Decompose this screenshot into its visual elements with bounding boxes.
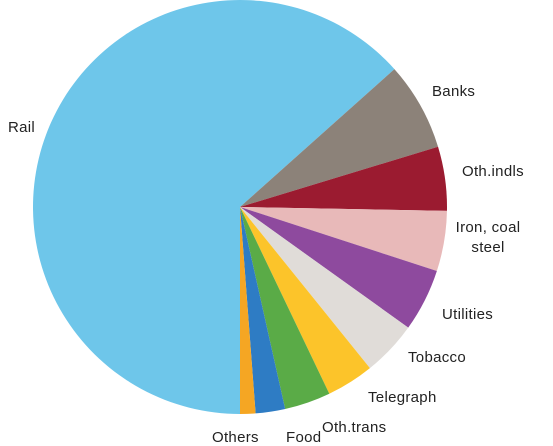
slice-label: Oth.indls (462, 163, 524, 180)
pie-slice (240, 207, 447, 271)
slice-label: Oth.trans (322, 419, 387, 436)
slice-label: Utilities (442, 306, 494, 323)
slice-label: Others (212, 429, 259, 446)
slice-label: Banks (432, 83, 476, 100)
pie-slice (240, 69, 439, 207)
slice-label: Food (286, 429, 322, 446)
pie-slice (33, 0, 395, 414)
slice-label: Rail (8, 119, 36, 136)
slice-label: Telegraph (368, 389, 437, 406)
pie-slice (240, 207, 330, 410)
pie-slice (240, 207, 437, 328)
pie-slice (240, 207, 370, 394)
slice-label: Tobacco (408, 349, 466, 366)
pie-slice (240, 207, 286, 414)
pie-slice (240, 146, 448, 211)
slice-label: Iron, coal steel (455, 219, 521, 256)
pie-slice (240, 207, 409, 369)
pie-slice (240, 207, 256, 414)
